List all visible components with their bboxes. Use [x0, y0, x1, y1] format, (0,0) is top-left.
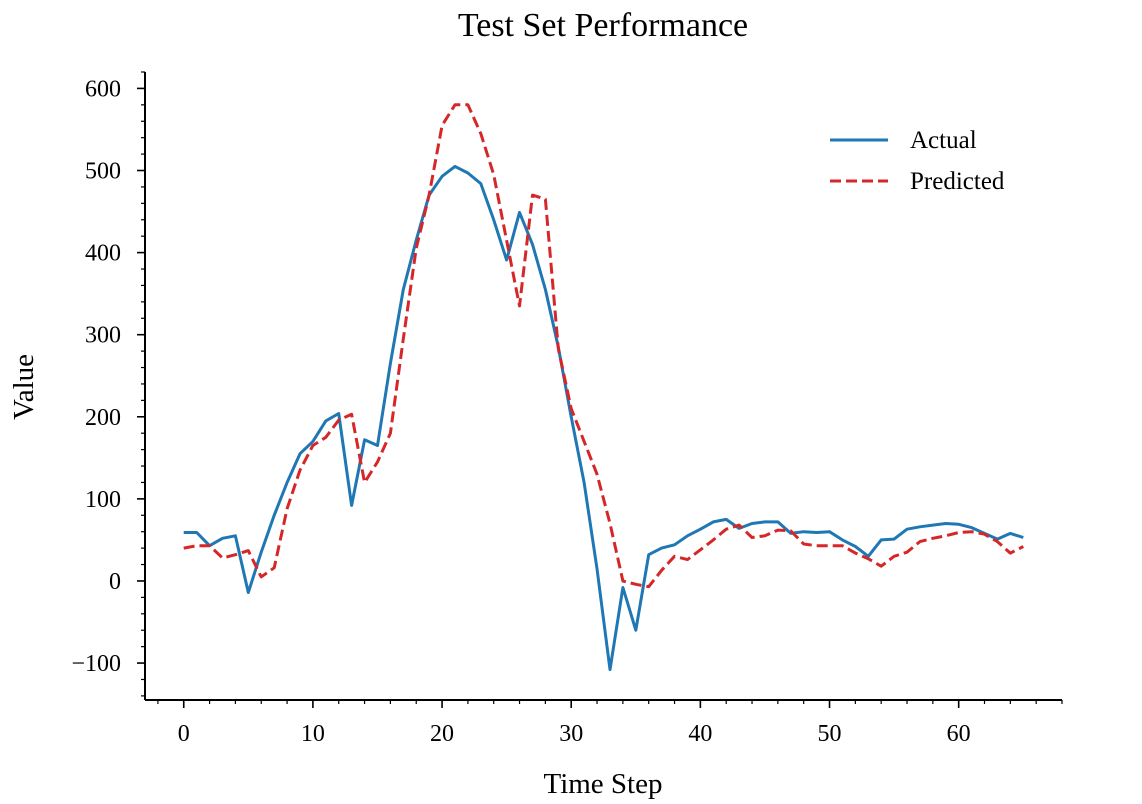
plot-area: 0 10 20 30 40 50 60 −100 0 100 200 300 400 500 600 — [71, 71, 1063, 747]
y-tick-label: 400 — [85, 241, 121, 267]
y-tick-label: −100 — [71, 651, 121, 677]
y-tick-label: 0 — [109, 569, 121, 595]
x-tick-label: 0 — [178, 721, 190, 747]
series-layer — [183, 103, 1024, 672]
legend-label-actual: Actual — [910, 127, 977, 154]
x-tick-label: 50 — [818, 721, 842, 747]
ticks-layer: 0 10 20 30 40 50 60 −100 0 100 200 300 400 500 600 — [71, 71, 1063, 747]
x-axis-label: Time Step — [544, 768, 663, 800]
x-tick-label: 30 — [559, 721, 583, 747]
x-tick-label: 20 — [430, 721, 454, 747]
legend-label-predicted: Predicted — [910, 168, 1005, 195]
chart-title: Test Set Performance — [458, 7, 748, 44]
y-tick-label: 600 — [85, 76, 121, 102]
x-tick-label: 10 — [301, 721, 325, 747]
series-line-actual — [183, 164, 1024, 672]
y-axis-label: Value — [8, 354, 40, 420]
x-tick-label: 60 — [947, 721, 971, 747]
x-tick-label: 40 — [688, 721, 712, 747]
y-tick-label: 300 — [85, 323, 121, 349]
y-tick-label: 500 — [85, 159, 121, 185]
series-line-predicted — [183, 103, 1024, 589]
y-tick-label: 200 — [85, 405, 121, 431]
legend: Actual Predicted — [830, 127, 1005, 195]
y-tick-label: 100 — [85, 487, 121, 513]
